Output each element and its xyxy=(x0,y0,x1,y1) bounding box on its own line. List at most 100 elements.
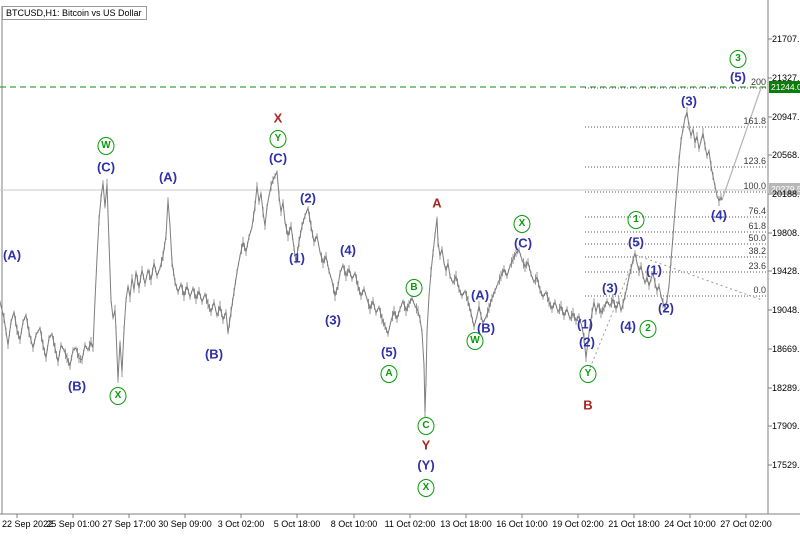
wave-label-blue: (3) xyxy=(325,312,341,328)
wave-label-blue: (5) xyxy=(628,234,644,250)
fib-level-label: 100.0 xyxy=(743,181,766,191)
circle-glyph: C xyxy=(417,417,435,435)
fib-anchor-line xyxy=(589,254,637,369)
price-axis-label: 20568.175 xyxy=(772,150,800,160)
wave-label-circled: A xyxy=(380,363,398,383)
price-axis-label: 19808.585 xyxy=(772,228,800,238)
wave-label-blue: (2) xyxy=(658,300,674,316)
time-axis-label: 21 Oct 18:00 xyxy=(608,519,660,529)
price-axis-label: 17909.610 xyxy=(772,421,800,431)
circle-glyph: Y xyxy=(579,365,597,383)
price-axis-label: 18669.200 xyxy=(772,344,800,354)
chart-title: BTCUSD,H1: Bitcoin vs US Dollar xyxy=(6,8,142,18)
wave-label-blue: (5) xyxy=(381,344,397,360)
fib-level-label: 61.8 xyxy=(748,221,766,231)
wave-label-circled: 3 xyxy=(729,48,747,68)
wave-label-blue: (B) xyxy=(67,378,87,394)
wave-label-blue: (C) xyxy=(513,235,533,251)
wave5-projection-line xyxy=(721,87,762,201)
price-axis-label: 21327.765 xyxy=(772,73,800,83)
chart-title-tab: BTCUSD,H1: Bitcoin vs US Dollar xyxy=(2,6,147,20)
price-bars-texture xyxy=(0,106,722,418)
wave-label-blue: (2) xyxy=(579,334,595,350)
wave-label-circled: X xyxy=(417,477,435,497)
fib-level-label: 50.0 xyxy=(748,233,766,243)
current-price-badge: 21244.000 xyxy=(769,81,800,93)
circle-glyph: 1 xyxy=(627,211,645,229)
wave-label-circled: 1 xyxy=(627,209,645,229)
wave-label-blue: (5) xyxy=(730,69,746,85)
wave-label-circled: Y xyxy=(579,363,597,383)
time-axis-label: 24 Oct 10:00 xyxy=(664,519,716,529)
wave-label-circled: X xyxy=(513,213,531,233)
fib-anchor-line xyxy=(635,254,763,301)
price-axis-label: 17529.815 xyxy=(772,460,800,470)
wave-label-red: A xyxy=(432,195,442,211)
wave-label-circled: Y xyxy=(269,128,287,148)
price-axis-label: 20947.970 xyxy=(772,112,800,122)
price-axis-label: 20188.380 xyxy=(772,189,800,199)
time-axis-label: 30 Sep 09:00 xyxy=(158,519,212,529)
price-axis-label: 21707.560 xyxy=(772,34,800,44)
time-axis-label: 11 Oct 02:00 xyxy=(384,519,436,529)
circle-glyph: X xyxy=(417,479,435,497)
circle-glyph: W xyxy=(466,332,484,350)
time-axis-label: 27 Sep 17:00 xyxy=(102,519,156,529)
price-axis-label: 18289.405 xyxy=(772,383,800,393)
time-axis-label: 16 Oct 10:00 xyxy=(496,519,548,529)
wave-label-blue: (2) xyxy=(300,190,316,206)
circle-glyph: Y xyxy=(269,130,287,148)
wave-label-blue: (A) xyxy=(2,247,22,263)
wave-label-circled: W xyxy=(97,135,115,155)
wave-label-circled: W xyxy=(466,330,484,350)
fib-level-label: 200 xyxy=(750,77,766,87)
wave-label-blue: (C) xyxy=(96,159,116,175)
wave-label-blue: (A) xyxy=(470,287,490,303)
fib-level-label: 123.6 xyxy=(743,156,766,166)
wave-label-blue: (B) xyxy=(204,346,224,362)
time-axis-label: 22 Sep 2022 xyxy=(2,519,54,529)
fib-level-label: 0.0 xyxy=(753,285,766,295)
price-series xyxy=(0,111,723,413)
price-axis-label: 19048.995 xyxy=(772,305,800,315)
circle-glyph: A xyxy=(380,365,398,383)
wave-label-blue: (1) xyxy=(646,262,662,278)
fib-level-label: 38.2 xyxy=(748,246,766,256)
wave-label-blue: (1) xyxy=(577,316,593,332)
wave-label-blue: (4) xyxy=(340,242,356,258)
marked-level-badge: 20279.500 xyxy=(769,183,800,195)
circle-glyph: 2 xyxy=(639,320,657,338)
time-axis-label: 25 Sep 01:00 xyxy=(46,519,100,529)
time-axis-label: 8 Oct 10:00 xyxy=(330,519,378,529)
circle-glyph: 3 xyxy=(729,50,747,68)
time-axis-label: 13 Oct 18:00 xyxy=(440,519,492,529)
circle-glyph: W xyxy=(97,137,115,155)
wave-label-red: B xyxy=(583,397,593,413)
fib-level-label: 23.6 xyxy=(748,261,766,271)
wave-label-blue: (1) xyxy=(289,250,305,266)
wave-label-blue: (3) xyxy=(602,280,618,296)
wave-label-circled: C xyxy=(417,415,435,435)
wave-label-blue: (3) xyxy=(681,93,697,109)
time-axis-label: 5 Oct 18:00 xyxy=(273,519,321,529)
wave-label-blue: (B) xyxy=(476,320,496,336)
wave-label-blue: (A) xyxy=(158,169,178,185)
wave-label-circled: 2 xyxy=(639,318,657,338)
price-axis-label: 19428.790 xyxy=(772,266,800,276)
time-axis-label: 19 Oct 02:00 xyxy=(552,519,604,529)
time-axis-label: 3 Oct 02:00 xyxy=(217,519,265,529)
fib-level-label: 76.4 xyxy=(748,206,766,216)
wave-label-red: X xyxy=(273,110,283,126)
wave-label-blue: (4) xyxy=(711,207,727,223)
wave-label-blue: (4) xyxy=(620,318,636,334)
wave-label-circled: X xyxy=(109,385,127,405)
circle-glyph: X xyxy=(513,215,531,233)
circle-glyph: X xyxy=(109,387,127,405)
time-axis-label: 27 Oct 02:00 xyxy=(720,519,772,529)
fib-level-label: 161.8 xyxy=(743,116,766,126)
circle-glyph: B xyxy=(405,279,423,297)
wave-label-red: Y xyxy=(421,437,431,453)
wave-label-blue: (Y) xyxy=(417,457,435,473)
